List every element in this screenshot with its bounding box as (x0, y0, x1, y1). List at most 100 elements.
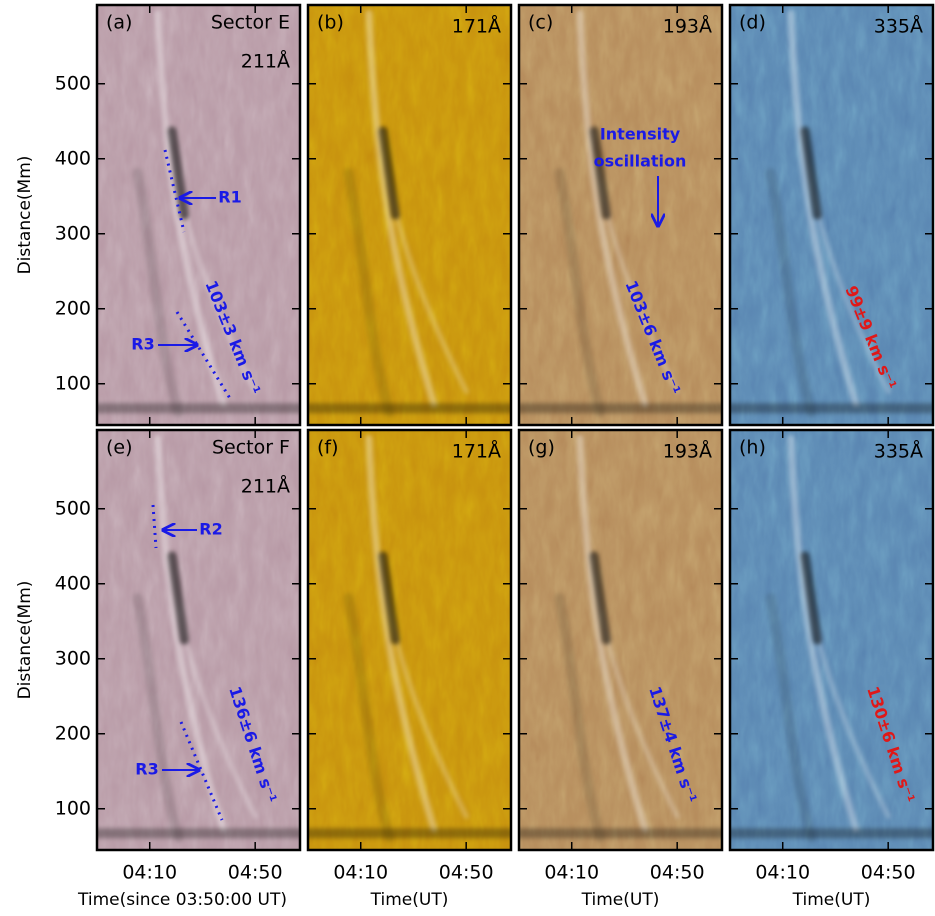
streak (365, 434, 438, 833)
streak (765, 168, 817, 418)
streak (554, 168, 606, 418)
wavelength-label: 193Å (663, 15, 712, 38)
streak (154, 9, 227, 408)
wavelength-label: 171Å (452, 15, 501, 38)
x-tick-label: 04:50 (228, 862, 283, 884)
image-noise (730, 430, 933, 850)
streak (800, 126, 822, 220)
panel-label: (d) (739, 12, 766, 34)
image (97, 430, 300, 850)
annotation: R3 (131, 335, 154, 354)
image-noise (97, 430, 300, 850)
annotation: R3 (135, 760, 158, 779)
streak (765, 593, 817, 843)
streak (589, 126, 611, 220)
y-tick-label: 400 (55, 147, 91, 169)
panel-frame (306, 3, 513, 427)
y-tick-label: 200 (55, 297, 91, 319)
fit-line (163, 149, 186, 233)
panel-frame (306, 428, 513, 852)
annotation: R2 (199, 520, 222, 539)
streak (800, 551, 822, 645)
panel-label: (a) (106, 12, 132, 34)
panel-label: (b) (317, 12, 344, 34)
panel: (b) 171Å (306, 3, 513, 427)
streak (167, 551, 189, 645)
x-axis-label: Time(since 03:50:00 UT) (77, 890, 287, 910)
x-tick-label: 04:50 (861, 862, 916, 884)
wavelength-label: 193Å (663, 440, 712, 463)
streak (365, 9, 438, 408)
image (730, 430, 933, 850)
y-tick-label: 100 (55, 797, 91, 819)
streak (576, 9, 649, 408)
panel-label: (h) (739, 437, 766, 459)
image-noise (308, 5, 511, 425)
annotation: Intensity (600, 125, 681, 144)
sector-label: Sector F (212, 437, 290, 459)
panel: 04:10 04:50 (f) 171Å Time(UT) (306, 428, 513, 910)
y-tick-label: 500 (55, 72, 91, 94)
y-tick-label: 500 (55, 497, 91, 519)
y-tick-label: 300 (55, 647, 91, 669)
x-tick-label: 04:10 (544, 862, 599, 884)
panel-frame (95, 428, 302, 852)
image-noise (97, 5, 300, 425)
y-tick-label: 300 (55, 222, 91, 244)
y-axis-label: Distance(Mm) (15, 581, 35, 700)
wavelength-label: 211Å (241, 475, 290, 498)
y-tick-label: 400 (55, 572, 91, 594)
annotation: R1 (218, 188, 241, 207)
image (519, 5, 722, 425)
streak (378, 126, 400, 220)
panel: 100 200 300 400 500 (a) Sector E 211Å Distance(M… (15, 3, 302, 427)
streak (787, 9, 860, 408)
x-axis-label: Time(UT) (581, 890, 660, 910)
panel-label: (g) (528, 437, 555, 459)
image (308, 430, 511, 850)
sector-label: Sector E (211, 12, 290, 34)
panel-frame (728, 3, 935, 427)
panel-frame (517, 3, 724, 427)
panel-label: (c) (528, 12, 553, 34)
image-noise (519, 5, 722, 425)
streak (154, 434, 227, 833)
x-axis-label: Time(UT) (792, 890, 871, 910)
streak (554, 593, 606, 843)
fit-line (151, 504, 158, 549)
wavelength-label: 171Å (452, 440, 501, 463)
panel-frame (95, 3, 302, 427)
image (308, 5, 511, 425)
streak (132, 168, 184, 418)
y-tick-label: 100 (55, 372, 91, 394)
image-noise (519, 430, 722, 850)
x-tick-label: 04:10 (755, 862, 810, 884)
x-axis-label: Time(UT) (370, 890, 449, 910)
wavelength-label: 335Å (874, 15, 923, 38)
annotation: oscillation (594, 152, 687, 171)
streak (343, 593, 395, 843)
streak (378, 551, 400, 645)
panel-label: (e) (106, 437, 133, 459)
panel-frame (728, 428, 935, 852)
image-noise (730, 5, 933, 425)
streak (576, 434, 649, 833)
streak (343, 168, 395, 418)
image-noise (308, 430, 511, 850)
y-axis-label: Distance(Mm) (15, 156, 35, 275)
y-tick-label: 200 (55, 722, 91, 744)
panel: 100 200 300 400 500 04:10 04:50 (e) Sector F 211Å… (15, 428, 302, 910)
streak (787, 434, 860, 833)
image (730, 5, 933, 425)
panel-label: (f) (317, 437, 339, 459)
x-tick-label: 04:50 (650, 862, 705, 884)
streak (132, 593, 184, 843)
x-tick-label: 04:50 (439, 862, 494, 884)
image (519, 430, 722, 850)
streak (589, 551, 611, 645)
